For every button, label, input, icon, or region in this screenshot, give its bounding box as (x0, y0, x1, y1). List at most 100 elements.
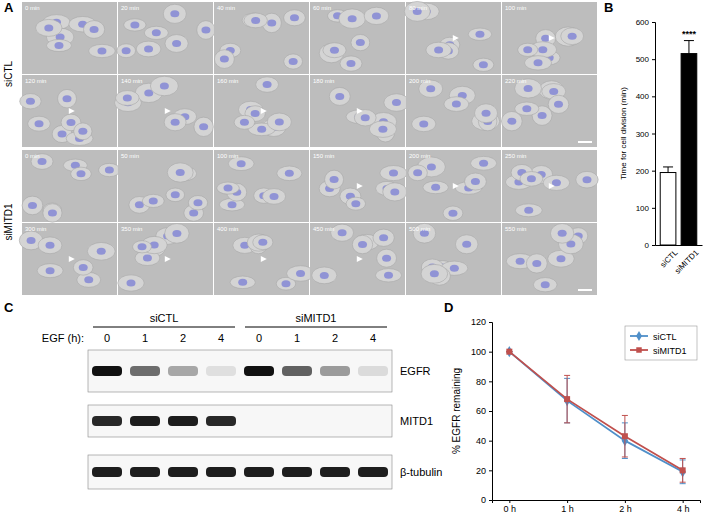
nucleus (123, 95, 132, 102)
tick-label: 0 (645, 241, 650, 250)
error-bar (680, 458, 686, 482)
nucleus (390, 188, 399, 195)
panel-label: A (4, 0, 14, 15)
band (358, 467, 388, 477)
nucleus (257, 126, 266, 133)
nucleus (63, 95, 72, 102)
band (282, 467, 312, 477)
time-label: 550 min (505, 226, 526, 232)
treatment-label: EGF (h): (42, 332, 84, 344)
cell (468, 28, 491, 40)
tick-mark (652, 96, 655, 97)
nucleus (84, 276, 93, 283)
significance: **** (682, 29, 697, 39)
arrowhead (357, 108, 363, 114)
nucleus (267, 19, 276, 26)
micrograph-frame: 0 min (22, 2, 117, 74)
nucleus (189, 209, 198, 216)
legend: siCTLsiMITD1 (625, 326, 697, 360)
nucleus (220, 56, 229, 63)
legend-marker (636, 347, 641, 352)
band (320, 467, 350, 477)
nucleus (281, 280, 290, 287)
frame-background (406, 2, 501, 74)
legend-box (625, 326, 697, 360)
nucleus (379, 234, 388, 241)
frame-background (406, 223, 501, 295)
cell (217, 182, 240, 194)
nucleus (122, 47, 131, 54)
cell (244, 13, 268, 28)
tick-label: 100 (471, 347, 486, 357)
cell (43, 204, 62, 222)
y-tick: 0 (481, 495, 492, 505)
nucleus (392, 99, 401, 106)
micrograph-frame: 160 min (214, 75, 309, 147)
y-tick: 0 (645, 241, 655, 250)
nucleus (270, 193, 279, 200)
x-axis-line (656, 245, 703, 246)
cell (165, 35, 188, 53)
error-bar (564, 375, 570, 422)
micrograph-frame: 100 min (214, 150, 309, 222)
lane-label: 4 (370, 332, 376, 344)
nucleus (582, 176, 591, 183)
frame-background (22, 2, 117, 74)
time-label: 350 min (121, 226, 142, 232)
cell (383, 183, 407, 201)
nucleus (224, 185, 233, 192)
nucleus (532, 260, 541, 267)
cell (37, 264, 63, 278)
tick-label: 400 (636, 92, 650, 101)
tick-label: 100 (636, 204, 650, 213)
marker (506, 349, 512, 355)
cell (87, 242, 115, 260)
nucleus (138, 243, 147, 250)
band (206, 467, 236, 477)
tick-mark (652, 22, 655, 23)
time-label: 180 min (313, 78, 334, 84)
band (92, 366, 122, 376)
marker (564, 396, 570, 402)
frame-background (310, 75, 405, 147)
nucleus (171, 191, 180, 198)
cell (253, 235, 273, 250)
micrograph-frame: 550 min (502, 223, 597, 295)
nucleus (462, 241, 471, 248)
cell (515, 204, 542, 217)
time-label: 400 min (217, 226, 238, 232)
nucleus (527, 175, 536, 182)
nucleus (538, 112, 547, 119)
arrowhead (549, 183, 555, 189)
panel-label: B (604, 0, 613, 15)
cell (380, 166, 407, 181)
micrograph-frame: 450 min (310, 223, 405, 295)
cell (423, 181, 448, 194)
tick-mark (489, 470, 492, 471)
y-tick: 60 (476, 406, 492, 416)
cell (165, 224, 189, 244)
cell (455, 235, 478, 254)
nucleus (130, 21, 139, 28)
series-line (509, 352, 682, 471)
micrograph-panel: siCTL0 min20 min40 min60 min80 min100 mi… (3, 1, 598, 295)
frame-background (214, 150, 309, 222)
nucleus (199, 123, 208, 130)
nucleus (568, 33, 577, 40)
tick-label: siMITD1 (673, 248, 701, 276)
cell (473, 58, 494, 71)
tick-label: 2 h (619, 504, 632, 514)
nucleus (450, 265, 459, 272)
cell (83, 21, 104, 39)
micrograph-frame: 120 min (20, 75, 117, 147)
cell (515, 102, 539, 115)
nucleus (419, 120, 428, 127)
nucleus (516, 258, 525, 265)
band (244, 366, 274, 376)
y-tick: 100 (636, 204, 655, 213)
tick-mark (652, 59, 655, 60)
y-axis-title: Time for cell division (min) (619, 87, 628, 180)
nucleus (44, 24, 53, 31)
lane-label: 4 (218, 332, 224, 344)
nucleus (285, 170, 294, 177)
